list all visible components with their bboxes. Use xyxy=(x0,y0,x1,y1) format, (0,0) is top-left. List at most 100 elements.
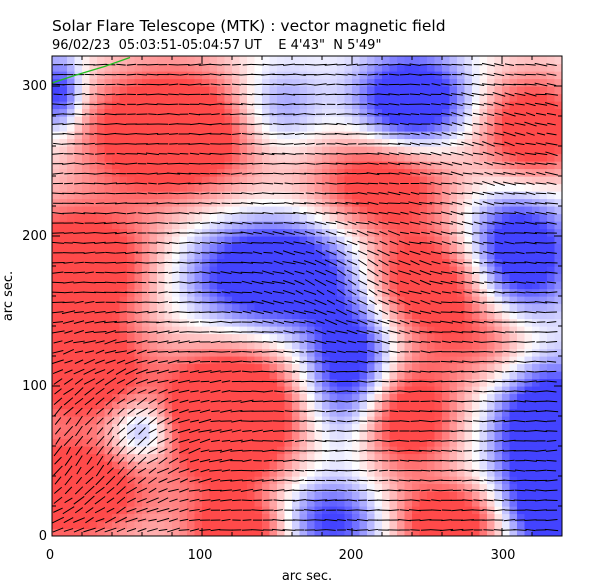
heatmap-cell xyxy=(269,408,278,417)
heatmap-cell xyxy=(292,131,301,140)
vector-mark xyxy=(251,529,264,531)
heatmap-cell xyxy=(97,191,106,200)
heatmap-cell xyxy=(149,153,158,162)
heatmap-cell xyxy=(494,438,503,447)
heatmap-cell xyxy=(119,461,128,470)
heatmap-cell xyxy=(314,63,323,72)
heatmap-cell xyxy=(59,168,68,177)
heatmap-cell xyxy=(209,273,218,282)
heatmap-cell xyxy=(554,213,562,222)
vector-mark xyxy=(514,419,526,423)
heatmap-cell xyxy=(457,168,466,177)
heatmap-cell xyxy=(314,371,323,380)
vector-mark xyxy=(273,499,284,502)
vector-mark xyxy=(472,479,484,482)
heatmap-cell xyxy=(59,56,68,65)
vector-mark xyxy=(230,449,243,452)
heatmap-cell xyxy=(262,468,271,477)
heatmap-cell xyxy=(494,513,503,522)
heatmap-cell xyxy=(112,281,121,290)
heatmap-cell xyxy=(382,101,391,110)
heatmap-cell xyxy=(239,401,248,410)
heatmap-cell xyxy=(344,393,353,402)
vector-mark xyxy=(94,507,106,514)
heatmap-cell xyxy=(517,483,526,492)
vector-mark xyxy=(126,465,137,476)
heatmap-cell xyxy=(412,311,421,320)
vector-mark xyxy=(137,518,147,522)
heatmap-cell xyxy=(554,348,562,357)
heatmap-cell xyxy=(367,333,376,342)
heatmap-cell xyxy=(142,348,151,357)
vector-mark xyxy=(294,469,305,472)
heatmap-cell xyxy=(427,258,436,267)
heatmap-cell xyxy=(337,348,346,357)
heatmap-cell xyxy=(52,416,61,425)
heatmap-cell xyxy=(434,266,443,275)
heatmap-cell xyxy=(149,168,158,177)
heatmap-cell xyxy=(464,408,473,417)
heatmap-cell xyxy=(97,303,106,312)
heatmap-cell xyxy=(494,273,503,282)
heatmap-cell xyxy=(104,63,113,72)
heatmap-cell xyxy=(547,348,556,357)
heatmap-cell xyxy=(67,86,76,95)
heatmap-cell xyxy=(449,333,458,342)
heatmap-cell xyxy=(52,326,61,335)
heatmap-cell xyxy=(142,438,151,447)
heatmap-cell xyxy=(479,468,488,477)
heatmap-cell xyxy=(464,446,473,455)
heatmap-cell xyxy=(172,213,181,222)
heatmap-cell xyxy=(74,423,83,432)
heatmap-cell xyxy=(247,93,256,102)
heatmap-cell xyxy=(104,461,113,470)
heatmap-cell xyxy=(449,513,458,522)
heatmap-cell xyxy=(172,146,181,155)
heatmap-cell xyxy=(262,453,271,462)
heatmap-cell xyxy=(532,438,541,447)
heatmap-cell xyxy=(202,408,211,417)
heatmap-cell xyxy=(464,183,473,192)
heatmap-cell xyxy=(457,326,466,335)
heatmap-cell xyxy=(277,213,286,222)
heatmap-cell xyxy=(322,371,331,380)
vector-mark xyxy=(388,449,400,452)
heatmap-cell xyxy=(554,236,562,245)
heatmap-cell xyxy=(239,311,248,320)
heatmap-cell xyxy=(374,476,383,485)
vector-mark xyxy=(136,507,148,513)
heatmap-cell xyxy=(232,176,241,185)
heatmap-cell xyxy=(502,153,511,162)
vector-mark xyxy=(126,497,137,503)
heatmap-cell xyxy=(209,446,218,455)
heatmap-cell xyxy=(277,86,286,95)
heatmap-cell xyxy=(412,371,421,380)
heatmap-cell xyxy=(329,356,338,365)
vector-mark xyxy=(252,489,263,492)
heatmap-cell xyxy=(172,108,181,117)
heatmap-cell xyxy=(142,161,151,170)
heatmap-cell xyxy=(322,423,331,432)
heatmap-cell xyxy=(539,281,548,290)
vector-mark xyxy=(535,410,547,413)
vector-mark xyxy=(379,469,388,472)
heatmap-cell xyxy=(329,281,338,290)
heatmap-cell xyxy=(397,243,406,252)
heatmap-cell xyxy=(217,131,226,140)
heatmap-cell xyxy=(172,513,181,522)
heatmap-cell xyxy=(532,191,541,200)
heatmap-cell xyxy=(277,273,286,282)
heatmap-cell xyxy=(194,378,203,387)
heatmap-cell xyxy=(134,86,143,95)
heatmap-cell xyxy=(404,521,413,530)
heatmap-cell xyxy=(412,393,421,402)
heatmap-cell xyxy=(344,386,353,395)
vector-mark xyxy=(242,459,252,463)
heatmap-cell xyxy=(329,393,338,402)
heatmap-cell xyxy=(164,408,173,417)
heatmap-cell xyxy=(307,146,316,155)
heatmap-cell xyxy=(449,221,458,230)
heatmap-cell xyxy=(149,303,158,312)
heatmap-cell xyxy=(314,483,323,492)
heatmap-cell xyxy=(547,438,556,447)
